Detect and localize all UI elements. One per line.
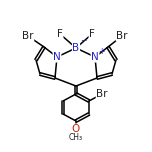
Text: N: N	[91, 52, 99, 62]
Text: B: B	[73, 43, 79, 53]
Text: CH₃: CH₃	[69, 133, 83, 143]
Text: N: N	[53, 52, 61, 62]
Text: +: +	[98, 47, 104, 55]
Text: Br: Br	[96, 89, 108, 99]
Text: −: −	[80, 36, 86, 45]
Text: F: F	[57, 29, 63, 39]
Text: F: F	[89, 29, 95, 39]
Text: Br: Br	[116, 31, 128, 41]
Text: O: O	[72, 124, 80, 134]
Text: Br: Br	[22, 31, 34, 41]
